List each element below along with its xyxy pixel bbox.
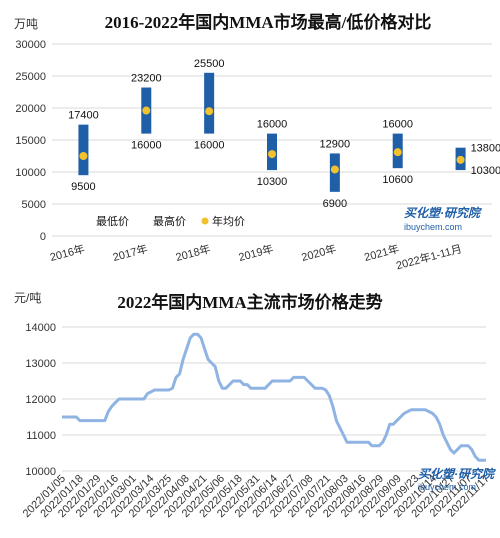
chart2-y-ticks: 10000 11000 12000 13000 14000 <box>25 322 56 478</box>
x-category-label: 2020年 <box>300 241 338 264</box>
chart1-gridlines <box>52 43 492 237</box>
y-tick-label: 11000 <box>26 430 56 442</box>
min-value-label: 10300 <box>471 165 500 177</box>
y-tick-label: 14000 <box>25 322 56 334</box>
avg-marker <box>205 107 214 116</box>
x-category-label: 2018年 <box>174 241 212 264</box>
avg-marker <box>142 106 151 115</box>
max-value-label: 12900 <box>320 138 351 150</box>
watermark-brand: 买化塑·研究院 <box>404 206 482 220</box>
chart2-price-line <box>62 332 486 462</box>
watermark-site-2: ibuychem.com <box>418 482 476 492</box>
chart2-unit: 元/吨 <box>14 291 41 305</box>
legend-item-min: 最低价 <box>96 215 129 228</box>
range-bar <box>78 124 89 176</box>
watermark-brand-2: 买化塑·研究院 <box>418 467 496 481</box>
legend-item-max: 最高价 <box>153 214 186 228</box>
y-tick-label: 13000 <box>25 358 56 370</box>
y-tick-label: 10000 <box>25 466 56 478</box>
avg-marker <box>79 152 88 160</box>
chart2-x-labels: 2022/01/052022/01/182022/01/292022/02/16… <box>21 473 492 520</box>
legend-item-avg: 年均价 <box>212 214 245 228</box>
chart1-bars: 17400 9500 23200 16000 25500 16000 16000 10300 1… <box>68 58 500 210</box>
legend-avg-marker <box>201 217 209 225</box>
max-value-label: 17400 <box>68 110 99 122</box>
min-value-label: 6900 <box>323 198 347 210</box>
x-category-label: 2019年 <box>237 241 275 264</box>
min-value-label: 16000 <box>194 140 225 152</box>
chart1-title: 2016-2022年国内MMA市场最高/低价格对比 <box>105 12 432 32</box>
x-category-label: 2016年 <box>48 241 86 264</box>
min-value-label: 16000 <box>131 140 162 152</box>
min-value-label: 10600 <box>382 174 413 186</box>
x-category-label: 2017年 <box>111 241 149 264</box>
max-value-label: 13800 <box>471 143 500 155</box>
y-tick-label: 0 <box>40 231 46 243</box>
y-tick-label: 15000 <box>15 135 46 147</box>
chart1-y-ticks: 0 5000 10000 15000 20000 25000 30000 <box>15 39 46 243</box>
watermark-site: ibuychem.com <box>404 222 462 232</box>
chart1-unit: 万吨 <box>14 17 38 31</box>
chart1-legend: 最低价 最高价 年均价 <box>96 214 245 228</box>
y-tick-label: 20000 <box>15 103 46 115</box>
y-tick-label: 30000 <box>15 39 46 51</box>
max-value-label: 23200 <box>131 73 162 85</box>
max-value-label: 25500 <box>194 58 225 70</box>
range-bar <box>204 72 215 134</box>
avg-marker <box>456 155 465 164</box>
y-tick-label: 10000 <box>15 167 46 179</box>
avg-marker <box>268 150 276 159</box>
watermark-top: 买化塑·研究院 ibuychem.com <box>404 206 482 232</box>
watermark-bottom: 买化塑·研究院 ibuychem.com <box>418 467 496 492</box>
y-tick-label: 5000 <box>22 199 46 211</box>
x-category-label: 2022年1-11月 <box>394 241 463 272</box>
min-value-label: 9500 <box>71 181 95 193</box>
y-tick-label: 12000 <box>25 394 56 406</box>
min-value-label: 10300 <box>257 176 288 188</box>
avg-marker <box>330 165 339 174</box>
chart2-title: 2022年国内MMA主流市场价格走势 <box>117 292 382 312</box>
max-value-label: 16000 <box>257 119 288 131</box>
avg-marker <box>393 148 402 157</box>
y-tick-label: 25000 <box>15 71 46 83</box>
max-value-label: 16000 <box>382 119 413 131</box>
